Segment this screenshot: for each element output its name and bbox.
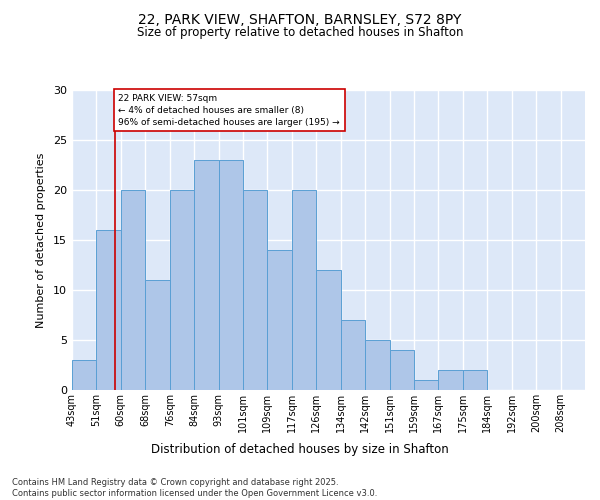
Bar bbox=[365, 340, 389, 390]
Text: 22 PARK VIEW: 57sqm
← 4% of detached houses are smaller (8)
96% of semi-detached: 22 PARK VIEW: 57sqm ← 4% of detached hou… bbox=[118, 94, 340, 126]
Text: Size of property relative to detached houses in Shafton: Size of property relative to detached ho… bbox=[137, 26, 463, 39]
Bar bbox=[292, 190, 316, 390]
Bar bbox=[194, 160, 218, 390]
Text: 22, PARK VIEW, SHAFTON, BARNSLEY, S72 8PY: 22, PARK VIEW, SHAFTON, BARNSLEY, S72 8P… bbox=[139, 12, 461, 26]
Bar bbox=[463, 370, 487, 390]
Text: Contains HM Land Registry data © Crown copyright and database right 2025.
Contai: Contains HM Land Registry data © Crown c… bbox=[12, 478, 377, 498]
Text: Distribution of detached houses by size in Shafton: Distribution of detached houses by size … bbox=[151, 442, 449, 456]
Bar bbox=[389, 350, 414, 390]
Bar bbox=[341, 320, 365, 390]
Bar bbox=[414, 380, 439, 390]
Y-axis label: Number of detached properties: Number of detached properties bbox=[36, 152, 46, 328]
Bar bbox=[316, 270, 341, 390]
Bar bbox=[121, 190, 145, 390]
Bar bbox=[97, 230, 121, 390]
Bar bbox=[145, 280, 170, 390]
Bar bbox=[170, 190, 194, 390]
Bar bbox=[72, 360, 97, 390]
Bar bbox=[268, 250, 292, 390]
Bar bbox=[439, 370, 463, 390]
Bar bbox=[218, 160, 243, 390]
Bar bbox=[243, 190, 268, 390]
